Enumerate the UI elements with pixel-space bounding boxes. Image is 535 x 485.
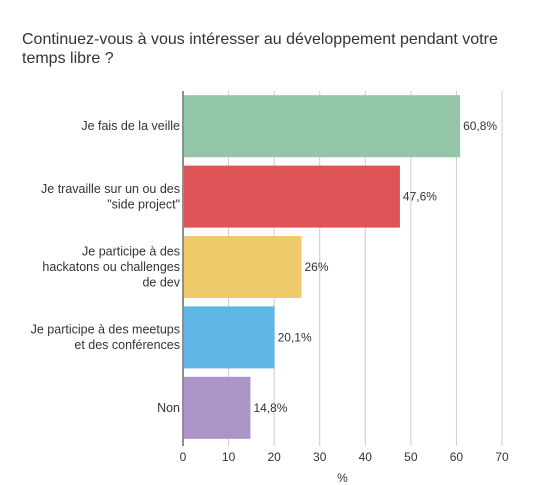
x-tick-label: 10 bbox=[222, 450, 236, 464]
x-tick-label: 30 bbox=[313, 450, 327, 464]
category-label: Non bbox=[157, 401, 180, 415]
bar-value-label: 20,1% bbox=[278, 330, 312, 344]
chart-title: Continuez-vous à vous intéresser au déve… bbox=[22, 31, 498, 67]
bar-value-label: 60,8% bbox=[463, 119, 497, 133]
category-label: Je travaille sur un ou des "side project" bbox=[41, 182, 180, 212]
category-label: Je fais de la veille bbox=[81, 119, 180, 133]
bar bbox=[184, 236, 302, 298]
bar-value-label: 26% bbox=[304, 260, 328, 274]
category-label: Je participe à des meetups et des confére… bbox=[31, 323, 180, 353]
x-tick-label: 50 bbox=[404, 450, 418, 464]
bar bbox=[184, 306, 275, 369]
x-tick-label: 70 bbox=[495, 450, 509, 464]
bars bbox=[184, 95, 461, 439]
bar-value-label: 47,6% bbox=[403, 190, 437, 204]
bar bbox=[184, 376, 251, 439]
x-tick-label: 20 bbox=[267, 450, 281, 464]
category-label: Je participe à des hackatons ou challenge… bbox=[42, 245, 180, 290]
x-axis-title: % bbox=[337, 471, 348, 485]
bar bbox=[184, 95, 461, 158]
x-tick-label: 60 bbox=[450, 450, 464, 464]
x-tick-label: 0 bbox=[180, 450, 187, 464]
bar bbox=[184, 165, 400, 228]
x-tick-label: 40 bbox=[359, 450, 373, 464]
bar-value-label: 14,8% bbox=[253, 401, 287, 415]
labels: 0 10 20 30 40 50 60 70 60,8% Je fais de la veille… bbox=[31, 119, 509, 464]
